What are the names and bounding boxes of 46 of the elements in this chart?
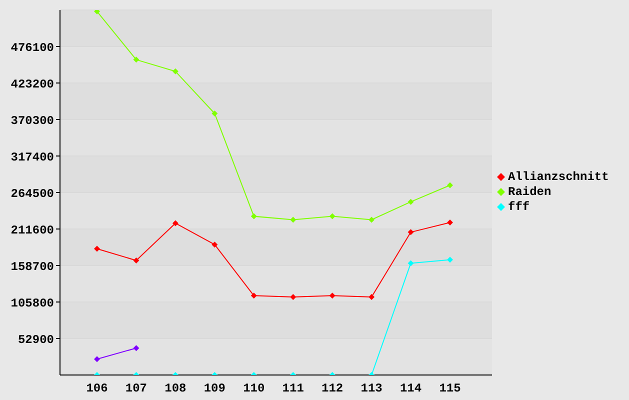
point xyxy=(133,345,140,352)
y-tick-label: 52900 xyxy=(18,332,54,347)
point xyxy=(94,246,100,252)
x-tick-label: 107 xyxy=(125,382,148,396)
point xyxy=(408,198,414,205)
y-tick-label: 476100 xyxy=(10,40,54,55)
x-tick-label: 110 xyxy=(243,382,265,396)
point xyxy=(447,256,453,263)
point xyxy=(329,292,336,299)
y-tick-label: 370300 xyxy=(10,114,54,128)
point xyxy=(329,213,336,220)
point xyxy=(212,242,218,248)
point xyxy=(94,10,100,14)
y-tick-label: 264500 xyxy=(10,186,54,201)
point xyxy=(250,213,257,220)
point xyxy=(172,220,178,226)
y-tick-label: 423200 xyxy=(10,77,54,92)
legend-label: Allianzschnitt xyxy=(508,170,609,184)
point xyxy=(94,356,100,362)
y-tick-label: 317400 xyxy=(10,150,54,164)
legend-label: Raiden xyxy=(508,184,552,198)
x-tick-label: 114 xyxy=(400,382,422,396)
legend-label: fff xyxy=(508,200,530,214)
point xyxy=(133,56,140,63)
point xyxy=(172,68,178,74)
point xyxy=(133,257,140,264)
x-tick-label: 112 xyxy=(322,382,344,396)
point xyxy=(368,216,375,223)
x-tick-label: 115 xyxy=(439,382,461,396)
y-tick-label: 105800 xyxy=(10,296,54,310)
x-tick-label: 109 xyxy=(204,382,226,396)
point xyxy=(290,294,296,300)
x-tick-label: 111 xyxy=(282,382,304,396)
point xyxy=(368,294,375,300)
y-tick-label: 211600 xyxy=(10,223,54,238)
point xyxy=(408,229,414,236)
x-tick-label: 113 xyxy=(360,382,382,396)
point xyxy=(290,216,296,223)
point xyxy=(447,182,453,188)
y-tick-label: 158700 xyxy=(10,260,54,274)
x-tick-label: 106 xyxy=(86,382,108,396)
point xyxy=(408,260,414,266)
point xyxy=(250,292,257,299)
point xyxy=(212,110,218,116)
point xyxy=(447,220,453,226)
x-tick-label: 108 xyxy=(164,382,186,396)
